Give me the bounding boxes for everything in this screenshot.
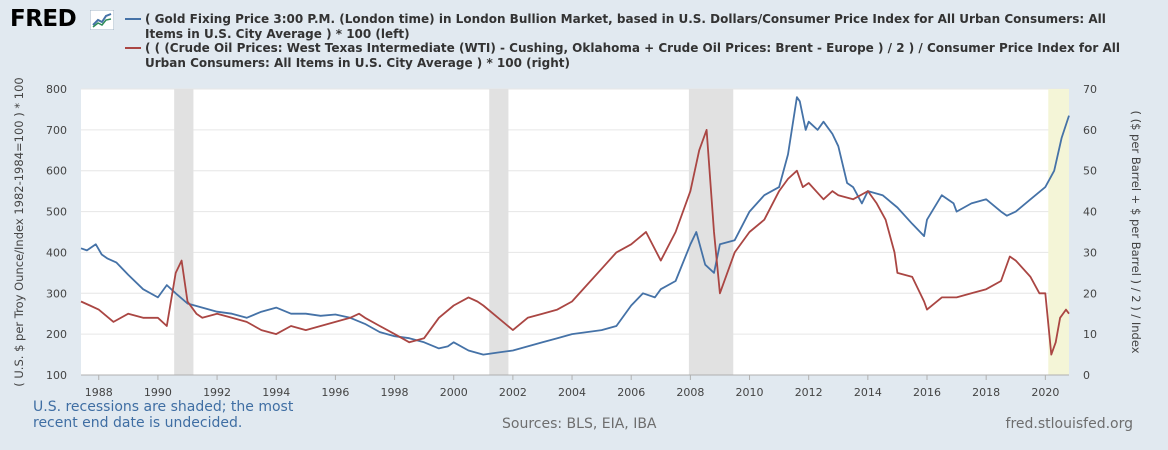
x-tick-label-2020: 2020 <box>1031 386 1059 399</box>
x-tick-label-2018: 2018 <box>972 386 1000 399</box>
y-right-tick-label-30: 30 <box>1083 246 1097 259</box>
x-tick-label-2008: 2008 <box>676 386 704 399</box>
x-tick-label-1992: 1992 <box>203 386 231 399</box>
legend-label-oil: ( ( (Crude Oil Prices: West Texas Interm… <box>145 41 1120 70</box>
y-right-tick-label-70: 70 <box>1083 83 1097 96</box>
y-left-tick-label-800: 800 <box>46 83 67 96</box>
y-left-tick-label-400: 400 <box>46 246 67 259</box>
recession-band-1 <box>489 89 509 375</box>
y-axis-label-left: ( U.S. $ per Troy Ounce/Index 1982-1984=… <box>12 77 26 387</box>
x-tick-label-2006: 2006 <box>617 386 645 399</box>
legend-swatch-oil <box>125 47 141 49</box>
x-tick-label-1996: 1996 <box>321 386 349 399</box>
y-left-tick-label-500: 500 <box>46 206 67 219</box>
series-line-gold <box>80 96 1070 356</box>
x-tick-label-2016: 2016 <box>913 386 941 399</box>
fred-logo[interactable]: FRED <box>10 6 77 32</box>
y-left-tick-label-300: 300 <box>46 287 67 300</box>
y-right-tick-label-20: 20 <box>1083 287 1097 300</box>
x-tick-label-1988: 1988 <box>85 386 113 399</box>
recession-band-undecided <box>1048 89 1069 375</box>
x-tick-label-2000: 2000 <box>440 386 468 399</box>
series-line-oil <box>80 128 1070 356</box>
x-tick-label-1994: 1994 <box>262 386 290 399</box>
y-right-tick-label-60: 60 <box>1083 124 1097 137</box>
chart-legend: ( Gold Fixing Price 3:00 P.M. (London ti… <box>125 12 1135 70</box>
x-tick-label-2010: 2010 <box>736 386 764 399</box>
site-link[interactable]: fred.stlouisfed.org <box>1005 416 1133 432</box>
y-left-tick-label-100: 100 <box>46 369 67 382</box>
y-right-tick-label-50: 50 <box>1083 165 1097 178</box>
legend-item-oil[interactable]: ( ( (Crude Oil Prices: West Texas Interm… <box>125 41 1135 70</box>
y-right-tick-label-0: 0 <box>1083 369 1090 382</box>
plot-area <box>81 89 1069 375</box>
x-tick-label-1990: 1990 <box>144 386 172 399</box>
legend-swatch-gold <box>125 18 141 20</box>
x-tick-label-2002: 2002 <box>499 386 527 399</box>
legend-label-gold: ( Gold Fixing Price 3:00 P.M. (London ti… <box>145 12 1106 41</box>
legend-item-gold[interactable]: ( Gold Fixing Price 3:00 P.M. (London ti… <box>125 12 1135 41</box>
y-left-tick-label-600: 600 <box>46 165 67 178</box>
y-left-tick-label-200: 200 <box>46 328 67 341</box>
x-tick-label-2014: 2014 <box>854 386 882 399</box>
x-tick-label-2004: 2004 <box>558 386 586 399</box>
recession-note: U.S. recessions are shaded; the most rec… <box>33 399 294 431</box>
chart-line-icon <box>90 10 114 30</box>
y-axis-label-right: ( ($ per Barrel + $ per Barrel ) / 2 ) /… <box>1129 110 1143 353</box>
y-right-tick-label-10: 10 <box>1083 328 1097 341</box>
x-tick-label-2012: 2012 <box>795 386 823 399</box>
y-left-tick-label-700: 700 <box>46 124 67 137</box>
recession-band-0 <box>174 89 194 375</box>
y-right-tick-label-40: 40 <box>1083 206 1097 219</box>
sources-text: Sources: BLS, EIA, IBA <box>502 416 657 432</box>
x-tick-label-1998: 1998 <box>381 386 409 399</box>
